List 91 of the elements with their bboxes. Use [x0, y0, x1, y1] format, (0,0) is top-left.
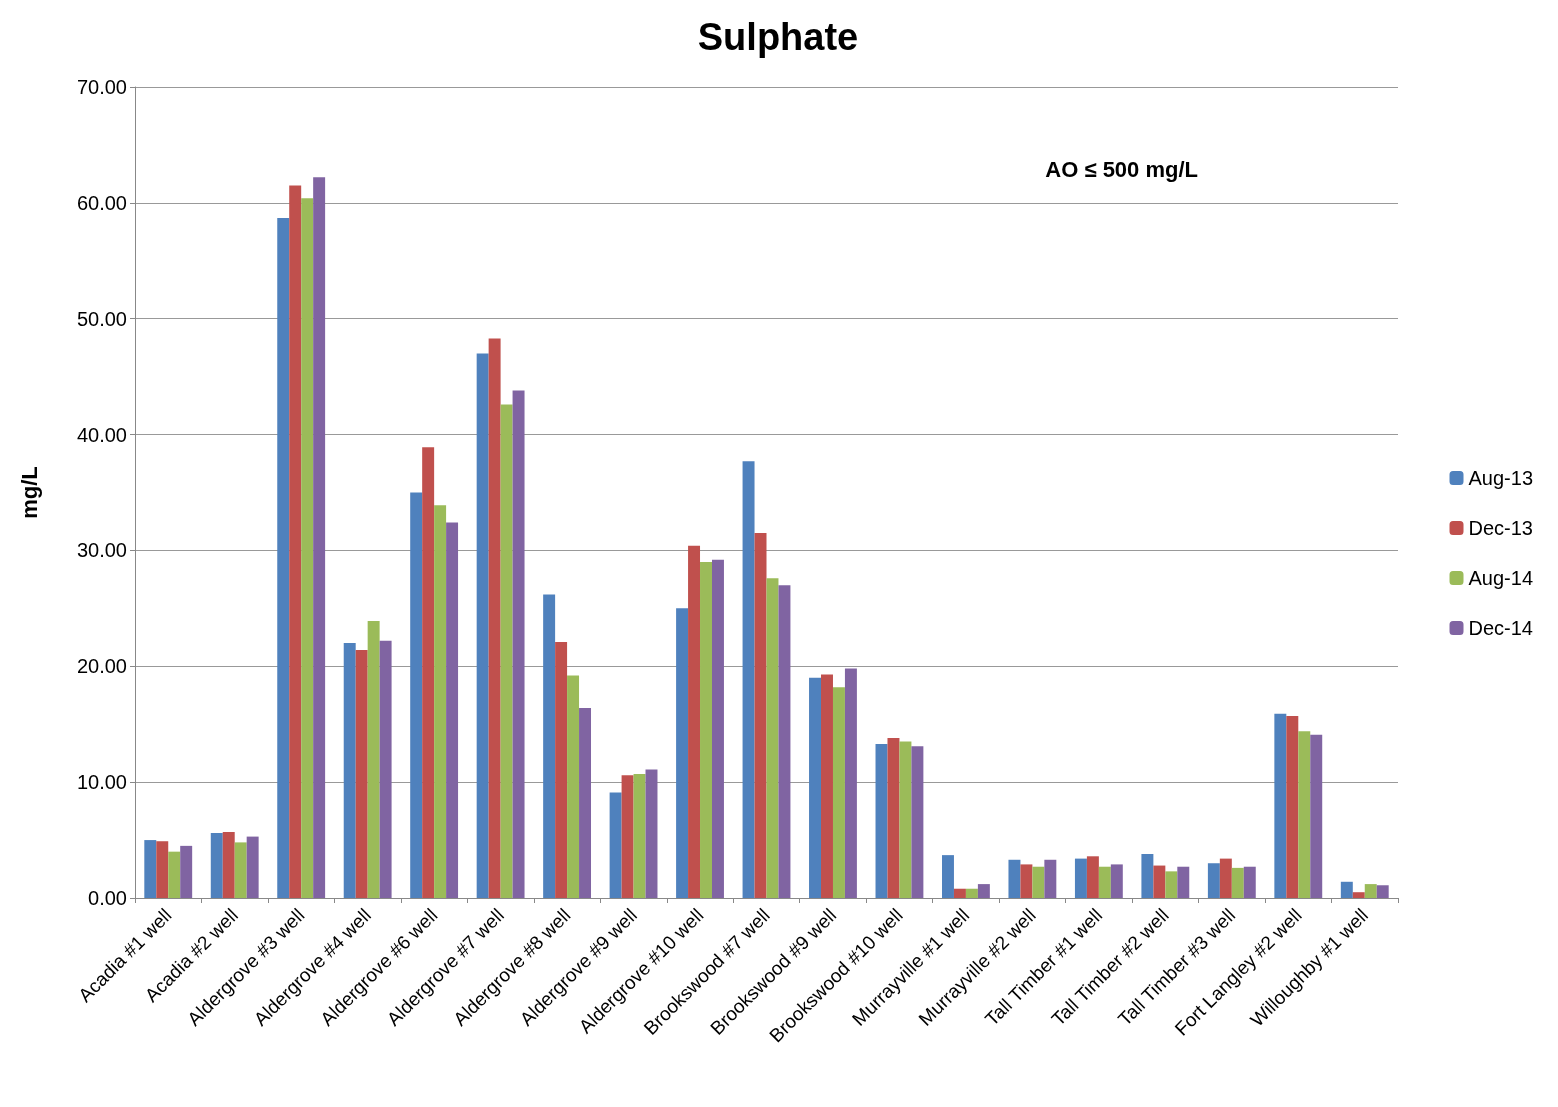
- bar: [1207, 863, 1220, 898]
- y-tick-label: 40.00: [76, 423, 127, 446]
- bar: [277, 217, 290, 898]
- bar: [1074, 858, 1087, 898]
- bar: [1231, 867, 1244, 898]
- bar: [875, 743, 888, 898]
- bar: [965, 888, 978, 898]
- bar: [778, 585, 791, 898]
- y-axis-title: mg/L: [16, 466, 42, 519]
- bar: [343, 643, 356, 898]
- bar: [688, 545, 701, 898]
- bar: [844, 668, 857, 898]
- bar: [645, 769, 658, 898]
- bar: [911, 746, 924, 898]
- bar: [821, 674, 833, 898]
- y-tick-label: 30.00: [76, 539, 127, 562]
- bar: [488, 338, 501, 898]
- bar: [313, 177, 326, 898]
- bar: [1352, 892, 1365, 898]
- bar: [899, 741, 912, 898]
- bar: [1364, 884, 1377, 898]
- bar: [953, 888, 966, 898]
- bar: [434, 505, 447, 898]
- bar: [567, 675, 580, 898]
- bar: [1376, 885, 1389, 898]
- bar: [543, 594, 556, 898]
- bar: [422, 447, 435, 898]
- y-tick-label: 0.00: [88, 887, 127, 909]
- y-tick-label: 60.00: [76, 191, 127, 214]
- y-tick-label: 50.00: [76, 307, 127, 330]
- bar: [210, 833, 223, 898]
- bar: [234, 842, 247, 898]
- bar: [1153, 865, 1166, 898]
- bar: [579, 707, 592, 898]
- bar: [1286, 716, 1299, 898]
- bar: [1086, 856, 1099, 898]
- bar: [180, 845, 193, 898]
- bar: [379, 640, 392, 898]
- bar: [1165, 871, 1178, 898]
- legend-label: Aug-14: [1468, 567, 1534, 589]
- bar: [476, 353, 489, 898]
- bar: [301, 198, 314, 898]
- bar: [1274, 713, 1287, 898]
- bar: [1008, 859, 1021, 898]
- annotation: AO ≤ 500 mg/L: [1045, 156, 1198, 182]
- bar: [700, 562, 712, 898]
- bar: [832, 687, 845, 898]
- bar: [1110, 864, 1123, 898]
- bar: [977, 884, 990, 898]
- bar: [941, 855, 954, 898]
- bar: [446, 522, 459, 898]
- bar: [887, 738, 900, 898]
- bar: [410, 492, 423, 898]
- bar: [621, 775, 634, 898]
- bar: [289, 185, 302, 898]
- bar: [1141, 853, 1154, 898]
- bar: [1044, 859, 1057, 898]
- bar: [754, 533, 767, 898]
- bar: [1177, 866, 1190, 898]
- bar: [246, 836, 259, 898]
- bar: [1032, 866, 1045, 898]
- bar: [144, 840, 157, 898]
- bar: [633, 774, 646, 898]
- bar: [809, 677, 822, 898]
- y-tick-label: 10.00: [76, 771, 127, 794]
- bar: [222, 831, 235, 898]
- legend-label: Aug-13: [1468, 467, 1534, 489]
- bar: [766, 578, 779, 898]
- bar: [1098, 866, 1111, 898]
- y-tick-label: 70.00: [76, 76, 127, 98]
- bar: [512, 390, 525, 898]
- bar: [367, 621, 380, 898]
- bar: [1298, 731, 1311, 898]
- bar: [609, 792, 622, 898]
- bar: [1243, 866, 1256, 898]
- bar: [355, 650, 368, 898]
- legend-label: Dec-14: [1468, 617, 1533, 639]
- bar: [500, 404, 513, 898]
- y-tick-label: 20.00: [76, 655, 127, 678]
- legend-label: Dec-13: [1468, 517, 1533, 539]
- bar: [1340, 881, 1353, 898]
- bar: [1219, 858, 1232, 898]
- bar: [1020, 864, 1033, 898]
- chart-title: Sulphate: [697, 16, 859, 58]
- bar: [555, 641, 568, 898]
- bar: [168, 851, 181, 898]
- bar: [1310, 734, 1323, 898]
- bar: [676, 608, 689, 898]
- bar: [711, 559, 724, 898]
- bar: [156, 841, 169, 898]
- bar: [742, 461, 755, 898]
